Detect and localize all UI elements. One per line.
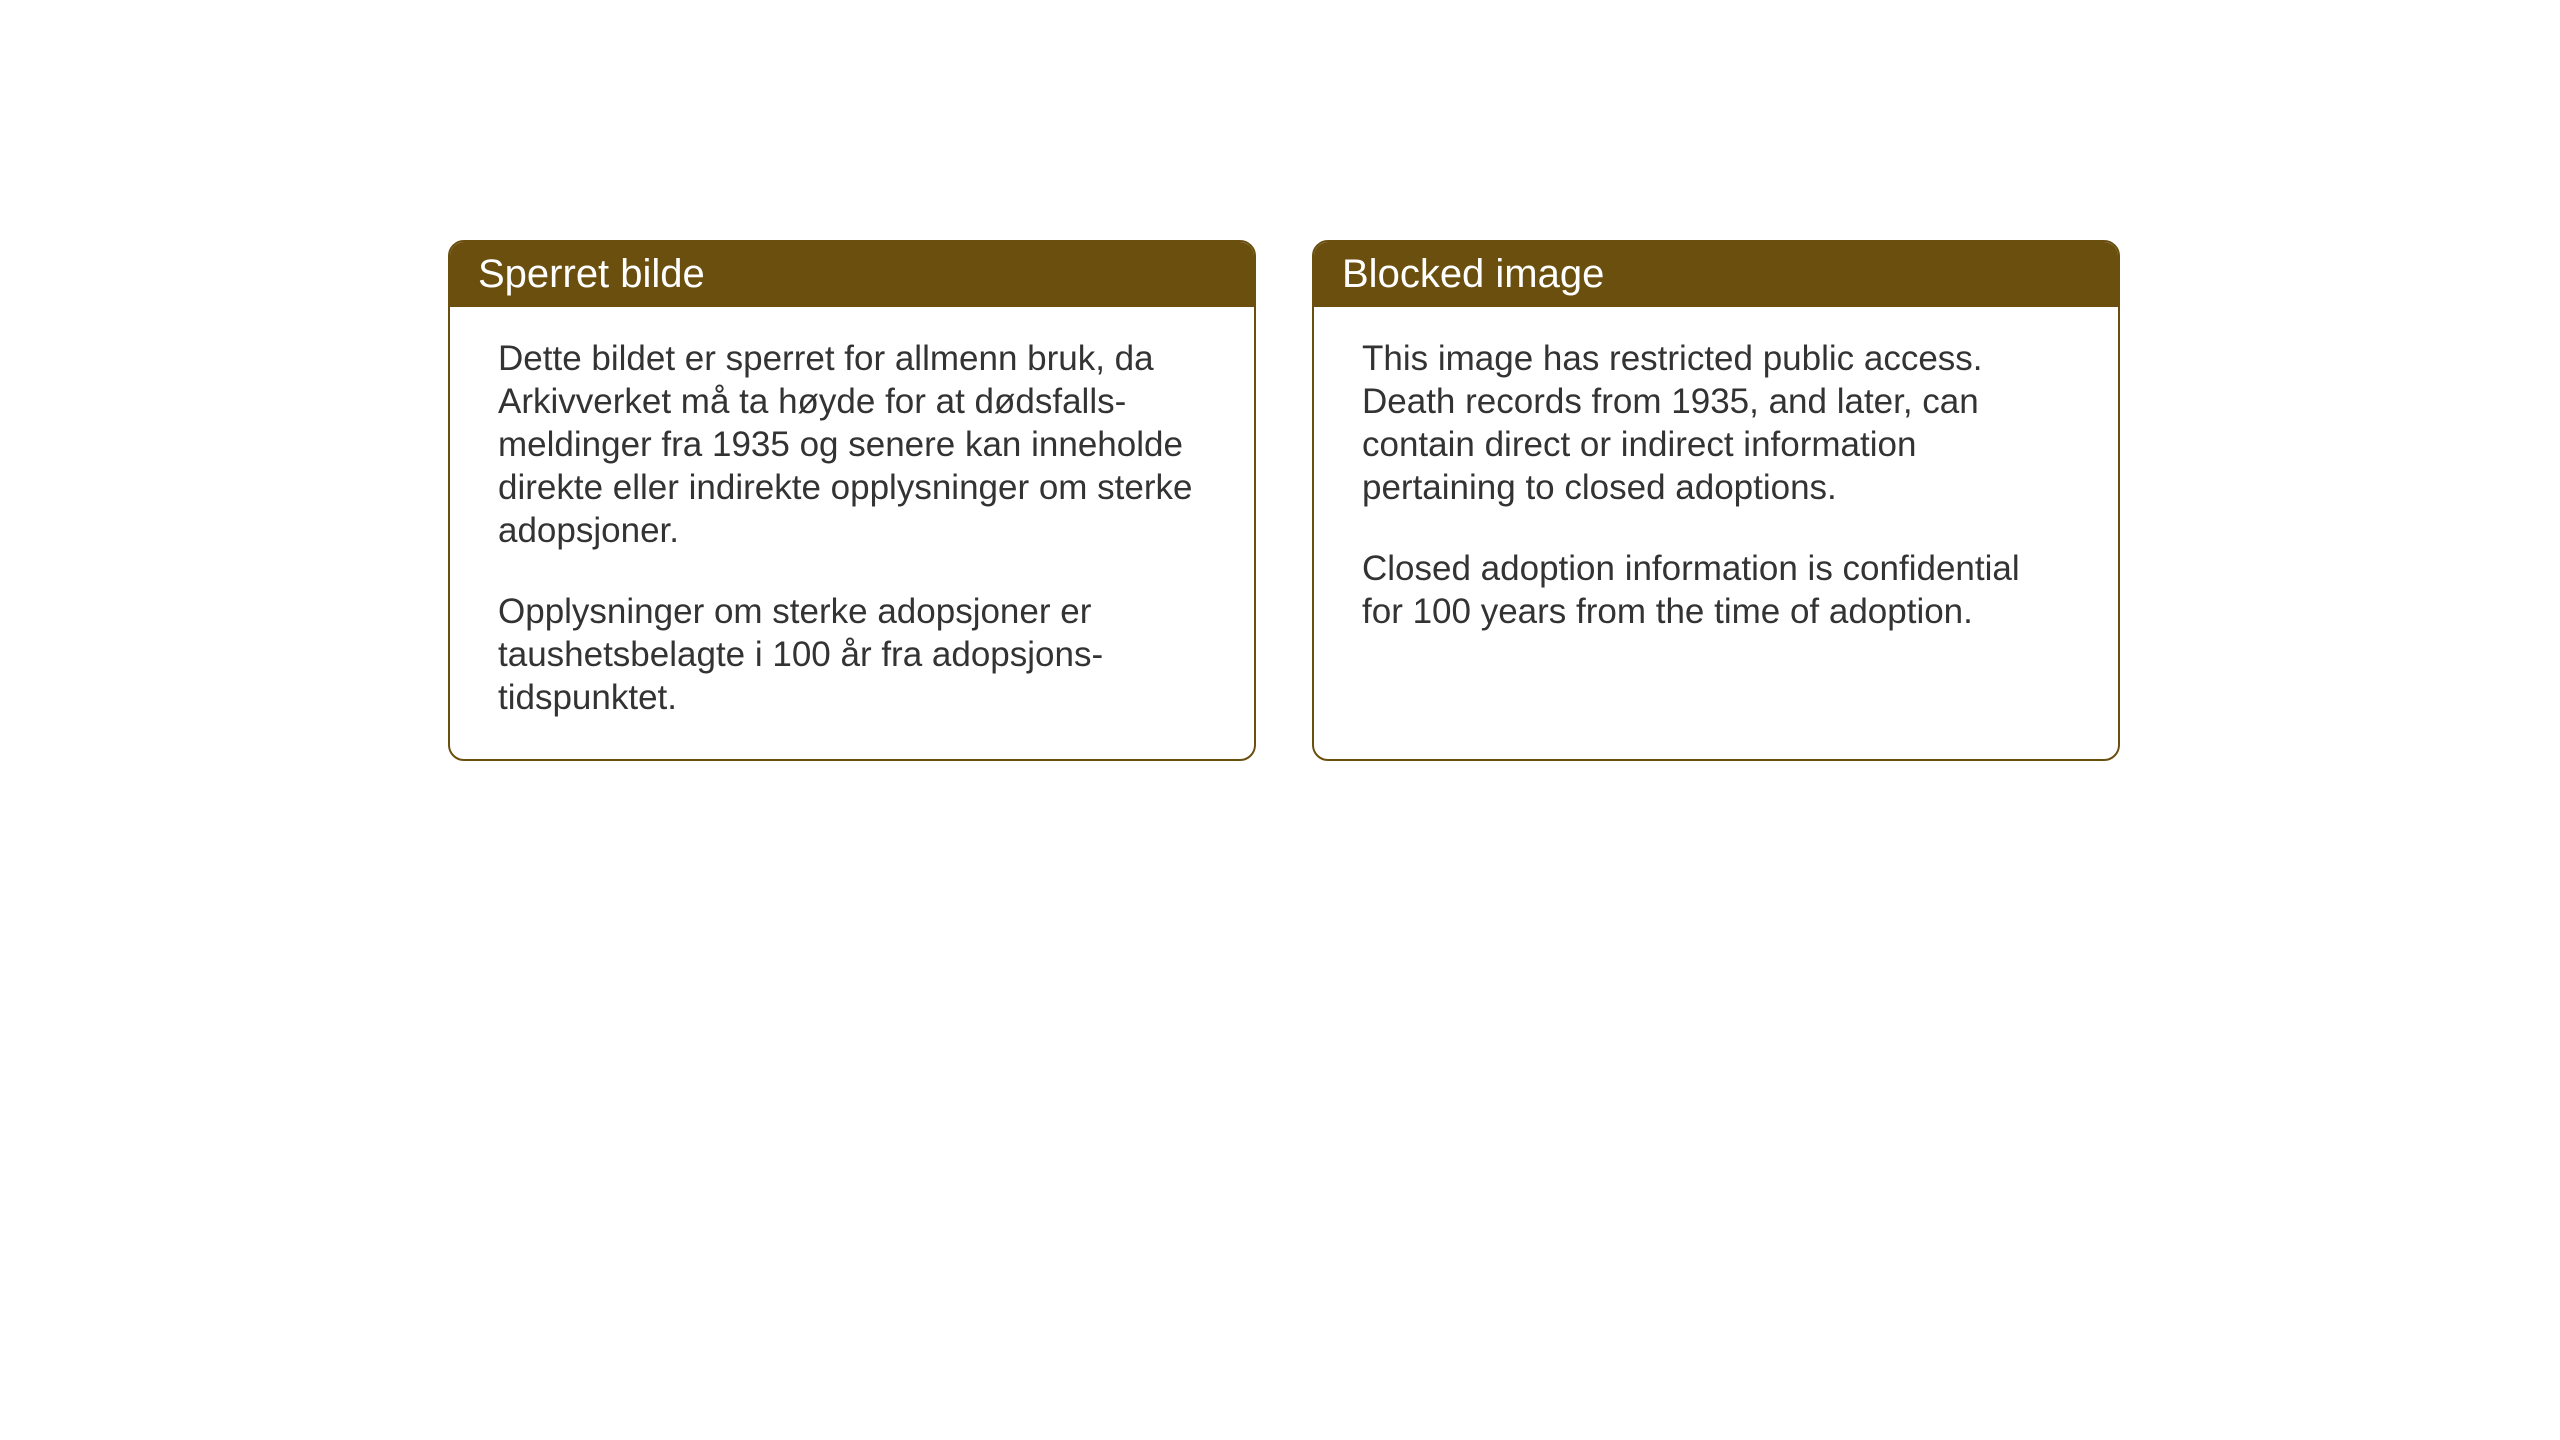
norwegian-card-body: Dette bildet er sperret for allmenn bruk…: [450, 307, 1254, 759]
english-card-body: This image has restricted public access.…: [1314, 307, 2118, 727]
notice-container: Sperret bilde Dette bildet er sperret fo…: [448, 240, 2120, 761]
english-paragraph-1: This image has restricted public access.…: [1362, 337, 2070, 509]
english-paragraph-2: Closed adoption information is confident…: [1362, 547, 2070, 633]
norwegian-paragraph-1: Dette bildet er sperret for allmenn bruk…: [498, 337, 1206, 552]
norwegian-paragraph-2: Opplysninger om sterke adopsjoner er tau…: [498, 590, 1206, 719]
norwegian-notice-card: Sperret bilde Dette bildet er sperret fo…: [448, 240, 1256, 761]
english-card-title: Blocked image: [1314, 242, 2118, 307]
english-notice-card: Blocked image This image has restricted …: [1312, 240, 2120, 761]
norwegian-card-title: Sperret bilde: [450, 242, 1254, 307]
